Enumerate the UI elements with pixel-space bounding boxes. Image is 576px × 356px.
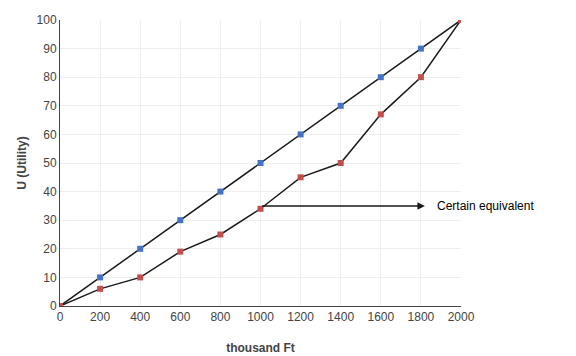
svg-text:40: 40	[43, 185, 57, 199]
svg-text:2000: 2000	[448, 310, 475, 324]
svg-text:1200: 1200	[287, 310, 314, 324]
svg-text:thousand Ft: thousand Ft	[226, 341, 295, 355]
svg-text:0: 0	[50, 299, 57, 313]
svg-text:1800: 1800	[408, 310, 435, 324]
svg-text:1600: 1600	[367, 310, 394, 324]
svg-text:30: 30	[43, 213, 57, 227]
svg-text:60: 60	[43, 128, 57, 142]
svg-text:70: 70	[43, 99, 57, 113]
svg-text:80: 80	[43, 70, 57, 84]
svg-text:1400: 1400	[327, 310, 354, 324]
svg-text:1000: 1000	[247, 310, 274, 324]
svg-text:90: 90	[43, 42, 57, 56]
svg-text:600: 600	[170, 310, 190, 324]
svg-text:800: 800	[210, 310, 230, 324]
svg-text:20: 20	[43, 242, 57, 256]
svg-text:100: 100	[37, 13, 57, 27]
svg-text:50: 50	[43, 156, 57, 170]
svg-text:400: 400	[130, 310, 150, 324]
svg-text:10: 10	[43, 271, 57, 285]
svg-text:200: 200	[90, 310, 110, 324]
svg-text:U (Utility): U (Utility)	[15, 136, 29, 189]
svg-text:Certain equivalent: Certain equivalent	[437, 199, 534, 213]
svg-text:0: 0	[57, 310, 64, 324]
